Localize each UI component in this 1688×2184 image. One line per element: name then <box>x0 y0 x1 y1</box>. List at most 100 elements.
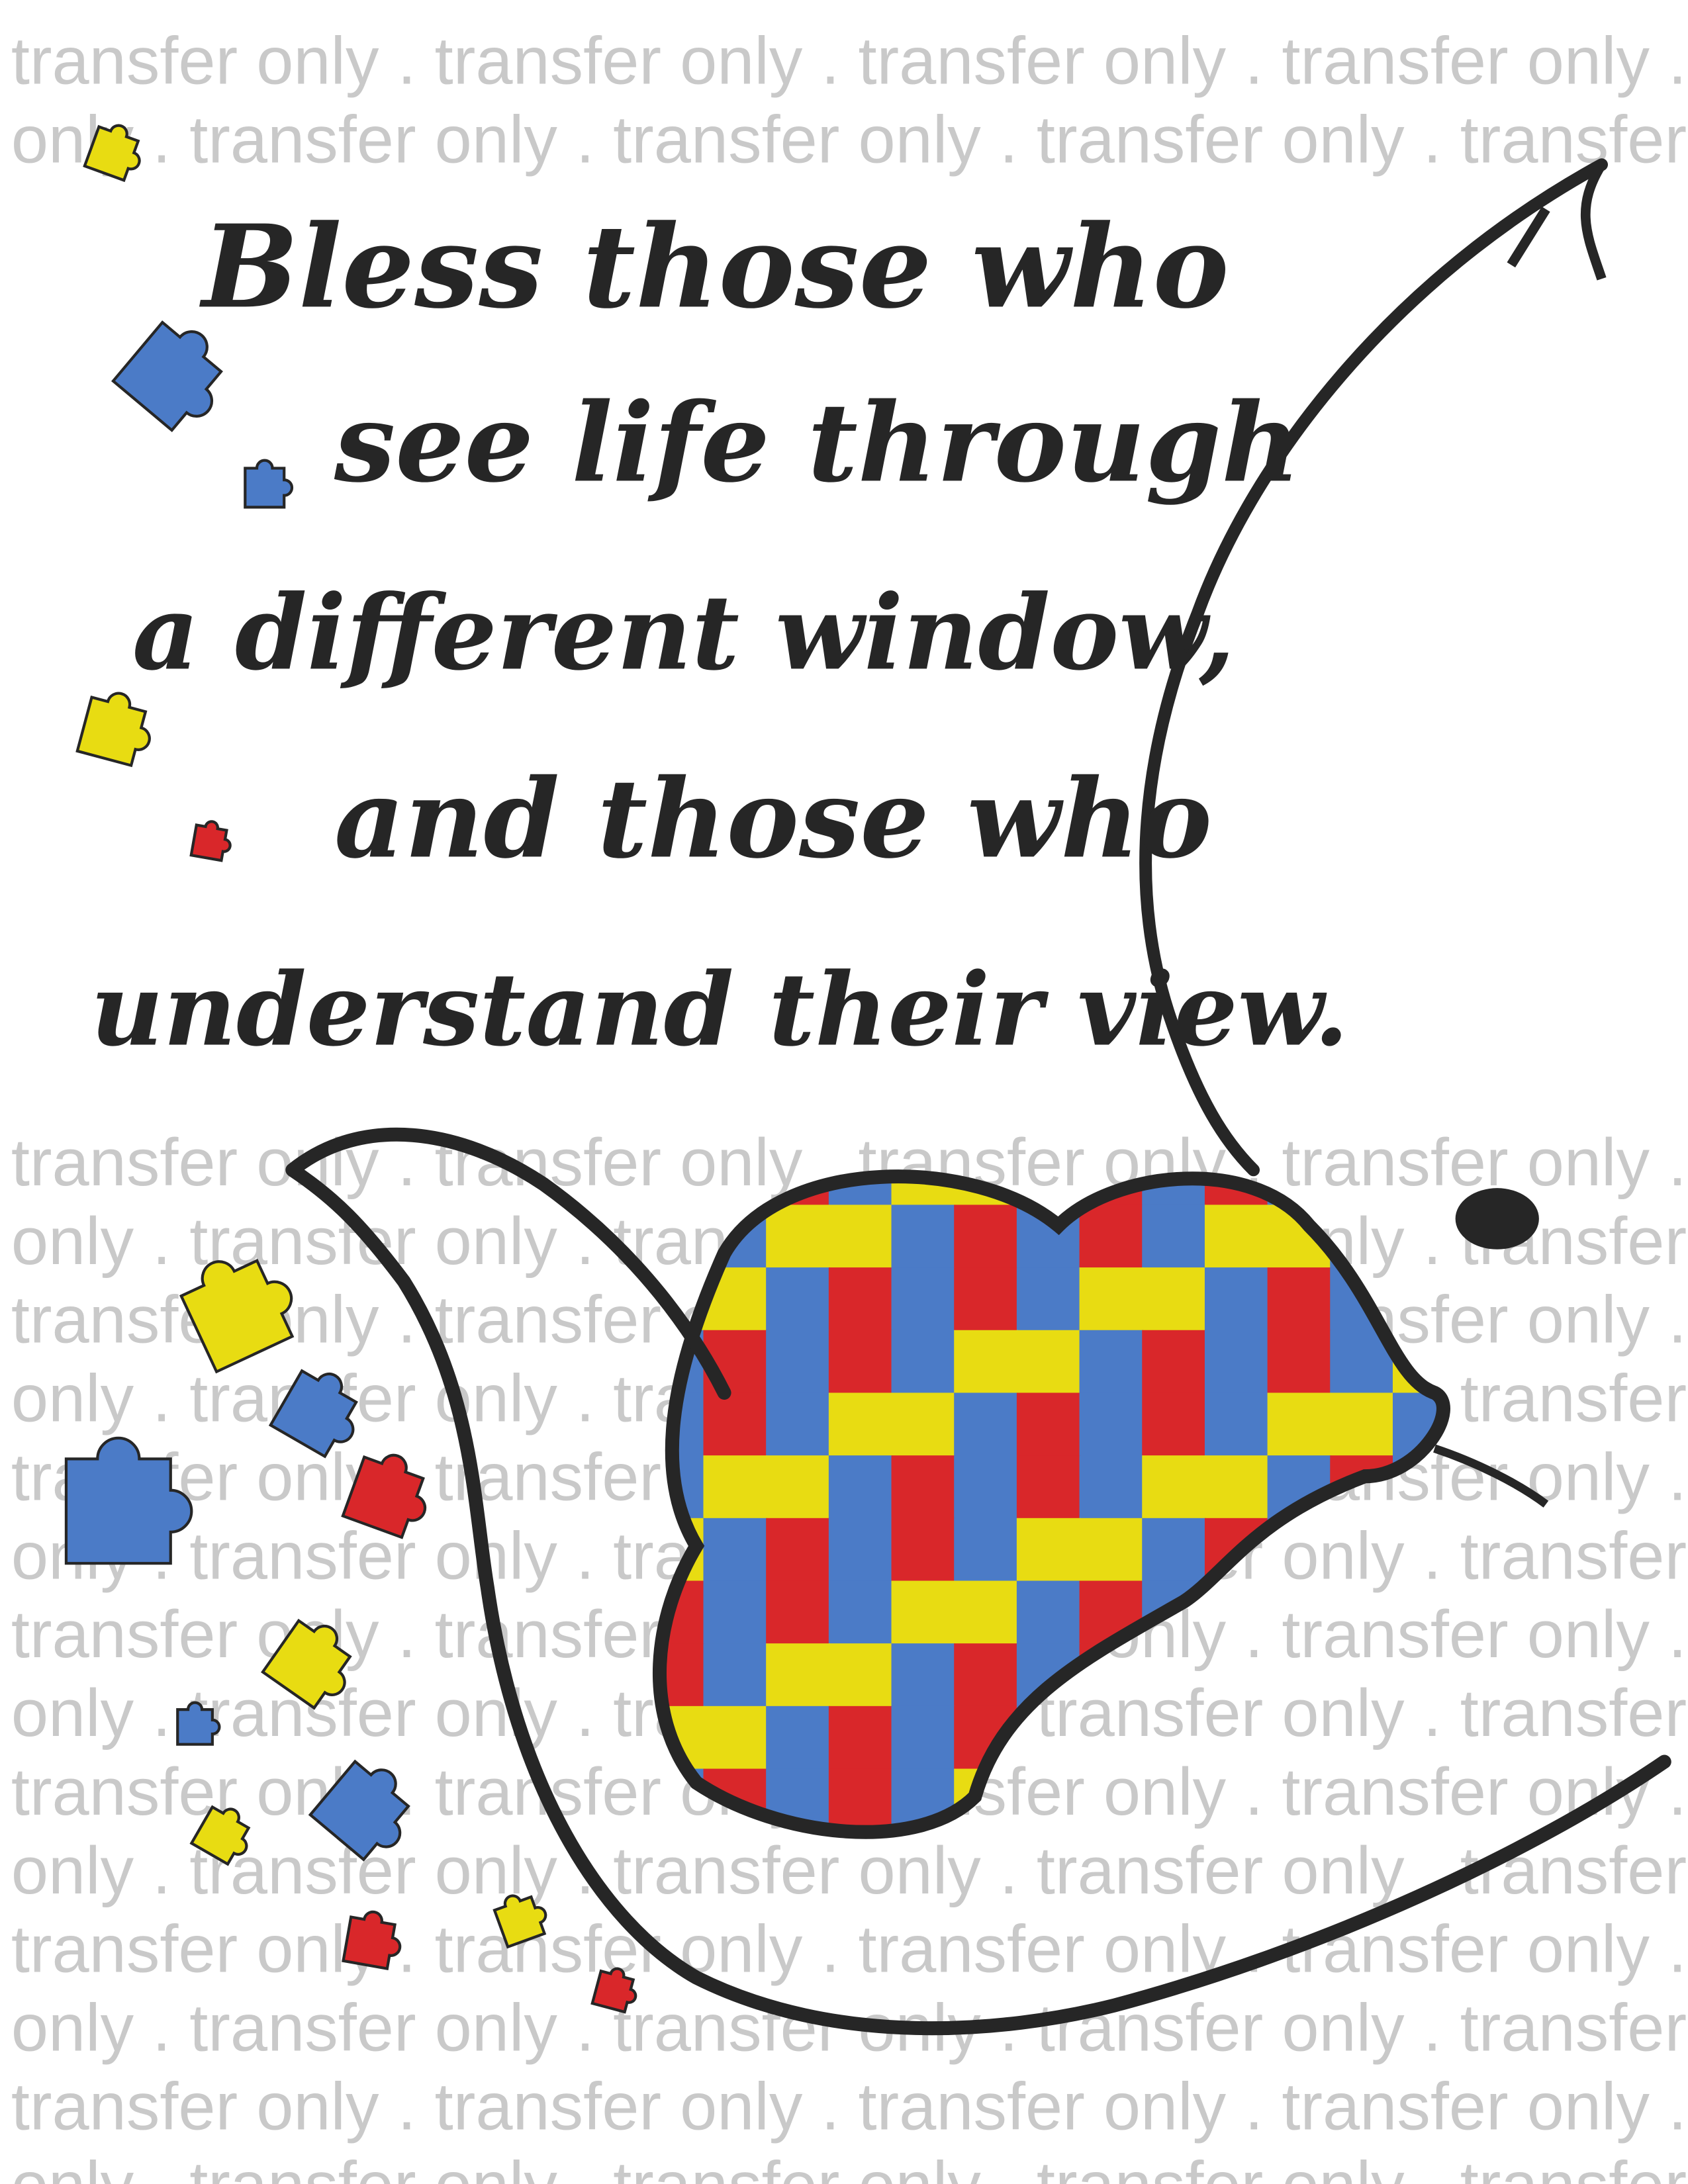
puzzle-tile <box>891 1330 956 1394</box>
watermark-row: transfer only . transfer only . transfer… <box>11 1913 1688 1987</box>
scattered-puzzle-pieces <box>64 124 637 2014</box>
puzzle-tile <box>1142 1518 1207 1582</box>
puzzle-piece-icon <box>308 1759 410 1862</box>
puzzle-tile <box>703 1643 768 1707</box>
puzzle-piece-icon <box>64 1436 193 1565</box>
puzzle-tile <box>703 1580 768 1645</box>
puzzle-tile <box>1142 1267 1207 1332</box>
puzzle-piece-icon <box>189 1805 251 1866</box>
puzzle-piece-icon <box>590 1967 637 2014</box>
puzzle-tile <box>1204 1205 1269 1269</box>
puzzle-tile <box>766 1267 830 1332</box>
puzzle-piece-icon <box>75 692 151 768</box>
puzzle-tile <box>703 1518 768 1582</box>
puzzle-tile <box>891 1267 956 1332</box>
quote-line-1: Bless those who <box>199 199 1229 334</box>
mouth-line <box>1433 1444 1549 1508</box>
ear-outline <box>652 1169 1450 1839</box>
puzzle-tile <box>1016 1330 1081 1394</box>
puzzle-tile <box>954 1205 1018 1269</box>
puzzle-tile <box>1079 1330 1144 1394</box>
puzzle-tile <box>1330 1392 1395 1457</box>
puzzle-piece-icon <box>244 459 294 509</box>
puzzle-tile <box>766 1330 830 1394</box>
puzzle-tile <box>703 1392 768 1457</box>
puzzle-tile <box>1079 1392 1144 1457</box>
watermark-row: only . transfer only . transfer only . t… <box>11 1834 1688 1908</box>
puzzle-tile <box>1204 1392 1269 1457</box>
puzzle-piece-icon <box>189 820 232 862</box>
puzzle-tile <box>891 1455 956 1520</box>
watermark-row: transfer only . transfer only . transfer… <box>11 2070 1688 2144</box>
puzzle-tile <box>1016 1267 1081 1332</box>
puzzle-tile <box>1079 1518 1144 1582</box>
puzzle-tile <box>828 1768 893 1833</box>
puzzle-tile <box>766 1455 830 1520</box>
puzzle-tile <box>766 1205 830 1269</box>
puzzle-piece-icon <box>492 1894 547 1949</box>
puzzle-tile <box>1079 1205 1144 1269</box>
puzzle-piece-icon <box>261 1618 352 1710</box>
puzzle-tile <box>891 1205 956 1269</box>
puzzle-tile <box>954 1330 1018 1394</box>
puzzle-tile <box>1016 1455 1081 1520</box>
puzzle-tile <box>766 1392 830 1457</box>
puzzle-tile <box>1079 1455 1144 1520</box>
puzzle-tile <box>1142 1455 1207 1520</box>
puzzle-tile <box>703 1706 768 1770</box>
puzzle-tile <box>1204 1455 1269 1520</box>
puzzle-tile <box>954 1392 1018 1457</box>
puzzle-piece-icon <box>111 320 223 433</box>
puzzle-tile <box>1204 1330 1269 1394</box>
puzzle-tile <box>891 1392 956 1457</box>
quote-line-5: understand their view. <box>91 950 1349 1068</box>
puzzle-tile <box>1079 1267 1144 1332</box>
puzzle-tile <box>1142 1205 1207 1269</box>
puzzle-piece-icon <box>342 1910 402 1970</box>
puzzle-tile <box>1267 1267 1332 1332</box>
quote-text: Bless those who see life through a diffe… <box>91 199 1349 1068</box>
puzzle-tile <box>891 1580 956 1645</box>
puzzle-tile <box>766 1706 830 1770</box>
puzzle-tile <box>828 1455 893 1520</box>
watermark-row: only . transfer only . transfer only . t… <box>11 103 1688 177</box>
puzzle-tile <box>828 1392 893 1457</box>
puzzle-tile <box>1204 1267 1269 1332</box>
puzzle-tile <box>828 1205 893 1269</box>
puzzle-tile <box>828 1580 893 1645</box>
puzzle-tile <box>954 1455 1018 1520</box>
puzzle-tile <box>828 1330 893 1394</box>
puzzle-piece-icon <box>179 1259 295 1374</box>
puzzle-tile <box>1016 1392 1081 1457</box>
trunk-line <box>1139 158 1609 1177</box>
puzzle-piece-icon <box>176 1701 221 1746</box>
puzzle-tile <box>1142 1392 1207 1457</box>
puzzle-tile <box>1267 1392 1332 1457</box>
puzzle-tile <box>1016 1518 1081 1582</box>
puzzle-tile <box>891 1518 956 1582</box>
puzzle-piece-icon <box>83 124 141 183</box>
puzzle-tile <box>1016 1580 1081 1645</box>
puzzle-piece-icon <box>341 1453 427 1539</box>
puzzle-tile <box>954 1643 1018 1707</box>
quote-line-2: see life through <box>334 379 1300 506</box>
puzzle-tile <box>766 1518 830 1582</box>
puzzle-tile <box>954 1518 1018 1582</box>
trunk-tip <box>1507 161 1607 281</box>
puzzle-tile <box>891 1706 956 1770</box>
puzzle-tile <box>891 1643 956 1707</box>
puzzle-tile <box>954 1580 1018 1645</box>
watermark-row: only . transfer only . transfer only . t… <box>11 2148 1688 2184</box>
puzzle-tile <box>1142 1330 1207 1394</box>
puzzle-tile <box>766 1580 830 1645</box>
head-outline <box>285 1127 1671 2036</box>
watermark-row: transfer only . transfer only . transfer… <box>11 24 1688 99</box>
puzzle-tile <box>954 1267 1018 1332</box>
watermark-layer: transfer only . transfer only . transfer… <box>11 24 1688 2184</box>
puzzle-tile <box>828 1643 893 1707</box>
puzzle-tile <box>1267 1330 1332 1394</box>
puzzle-tile <box>703 1455 768 1520</box>
puzzle-tile <box>828 1267 893 1332</box>
